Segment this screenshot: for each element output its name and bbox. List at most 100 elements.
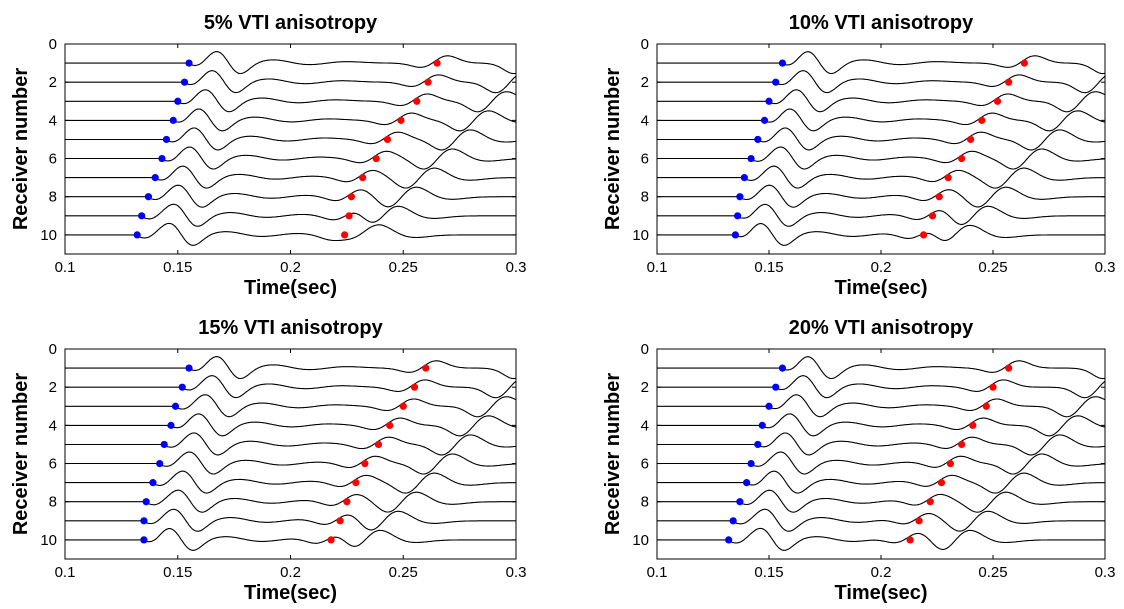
red-pick-4: [969, 421, 977, 429]
red-pick-10: [906, 536, 914, 544]
trace-2: [657, 70, 1105, 94]
y-tick-label: 6: [641, 151, 649, 168]
panel-2: 10% VTI anisotropy 0.1 0.15 0.2 0.25 0.3 0 2 4 6 8…: [602, 12, 1115, 299]
trace-6: [65, 451, 516, 475]
trace-6: [657, 451, 1105, 475]
trace-2: [657, 375, 1105, 399]
trace-8: [657, 489, 1105, 513]
trace-2: [65, 375, 516, 399]
y-tick-label: 2: [641, 74, 649, 91]
axes-frame: [656, 43, 1106, 255]
red-pick-7: [944, 174, 952, 182]
trace-1: [65, 51, 516, 75]
y-tick-label: 6: [49, 456, 57, 473]
x-tick-label: 0.25: [978, 564, 1007, 581]
blue-pick-1: [778, 59, 787, 67]
y-tick-label: 10: [40, 227, 57, 244]
red-pick-8: [343, 498, 351, 506]
blue-pick-5: [160, 440, 168, 449]
x-axis-label: Time(sec): [244, 277, 337, 299]
trace-4: [65, 413, 516, 437]
blue-pick-6: [158, 154, 166, 163]
x-axis-label: Time(sec): [244, 582, 337, 604]
red-pick-5: [383, 135, 392, 144]
red-pick-3: [982, 402, 990, 410]
trace-3: [657, 394, 1105, 418]
trace-6: [657, 146, 1105, 170]
x-tick-label: 0.3: [506, 259, 527, 276]
red-pick-2: [424, 78, 432, 86]
y-tick-label: 0: [641, 341, 649, 358]
blue-pick-10: [140, 536, 148, 544]
red-pick-7: [937, 479, 946, 487]
axes-frame: [64, 43, 517, 255]
blue-pick-6: [747, 154, 755, 163]
red-pick-4: [978, 116, 986, 124]
blue-pick-3: [765, 97, 773, 105]
trace-9: [65, 508, 516, 532]
trace-9: [657, 508, 1105, 532]
red-pick-5: [967, 135, 975, 144]
y-tick-label: 0: [49, 341, 57, 358]
red-pick-10: [919, 231, 928, 239]
blue-pick-9: [140, 517, 148, 525]
red-pick-9: [336, 517, 344, 525]
blue-pick-4: [167, 421, 175, 429]
red-pick-1: [1020, 59, 1028, 67]
x-tick-label: 0.1: [647, 259, 668, 276]
x-tick-label: 0.25: [389, 259, 418, 276]
x-tick-label: 0.3: [1095, 564, 1116, 581]
trace-3: [657, 89, 1105, 113]
x-tick-label: 0.15: [754, 564, 783, 581]
red-pick-1: [433, 59, 441, 67]
y-axis-label: Receiver number: [602, 373, 624, 536]
axes-frame: [656, 348, 1106, 560]
trace-7: [65, 165, 516, 189]
blue-pick-4: [169, 116, 177, 124]
red-pick-9: [345, 212, 353, 220]
trace-7: [657, 165, 1105, 189]
red-pick-3: [399, 402, 407, 410]
y-axis-label: Receiver number: [10, 68, 32, 231]
axes-frame: [64, 348, 517, 560]
x-tick-label: 0.3: [1095, 259, 1116, 276]
red-pick-1: [422, 364, 430, 372]
red-pick-7: [359, 174, 367, 182]
blue-pick-6: [156, 459, 164, 468]
blue-pick-8: [142, 498, 150, 506]
y-tick-label: 8: [49, 494, 57, 511]
blue-pick-9: [729, 517, 737, 525]
x-tick-label: 0.15: [163, 259, 192, 276]
blue-pick-10: [731, 231, 740, 239]
red-pick-2: [989, 383, 997, 391]
x-tick-label: 0.2: [871, 259, 892, 276]
blue-pick-7: [151, 174, 159, 182]
red-pick-4: [386, 421, 394, 429]
red-pick-8: [935, 193, 943, 201]
trace-5: [65, 127, 516, 151]
y-tick-label: 10: [40, 532, 57, 549]
y-tick-label: 2: [49, 74, 57, 91]
x-tick-label: 0.1: [55, 259, 76, 276]
y-axis-label: Receiver number: [10, 373, 32, 536]
red-pick-5: [958, 440, 966, 449]
blue-pick-2: [772, 78, 780, 86]
trace-1: [65, 356, 516, 380]
blue-pick-1: [778, 364, 787, 372]
red-pick-10: [327, 536, 335, 544]
trace-4: [65, 108, 516, 132]
x-tick-label: 0.15: [754, 259, 783, 276]
y-tick-label: 10: [632, 532, 649, 549]
blue-pick-3: [174, 97, 182, 105]
red-pick-9: [915, 517, 923, 525]
trace-7: [65, 470, 516, 494]
red-pick-3: [993, 97, 1002, 105]
x-tick-label: 0.15: [163, 564, 192, 581]
y-tick-label: 6: [641, 456, 649, 473]
x-tick-label: 0.25: [389, 564, 418, 581]
x-axis-label: Time(sec): [834, 277, 927, 299]
blue-pick-2: [180, 78, 189, 86]
red-pick-10: [341, 231, 349, 239]
red-pick-8: [347, 193, 355, 201]
x-tick-label: 0.3: [506, 564, 527, 581]
